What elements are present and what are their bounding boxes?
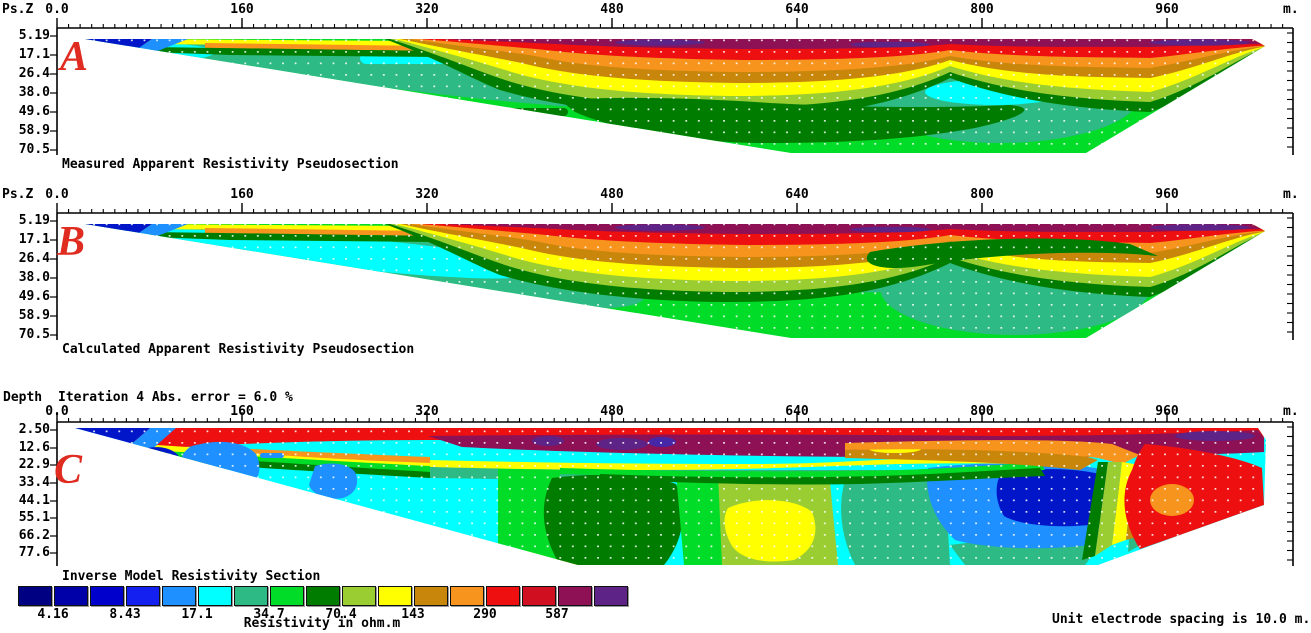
- x-tick-label: 320: [415, 187, 439, 202]
- panel-b-caption: Calculated Apparent Resistivity Pseudose…: [62, 342, 415, 357]
- x-tick-label: 480: [600, 187, 624, 202]
- panel-b-side-label: Ps.Z: [2, 187, 34, 202]
- panel-a-caption: Measured Apparent Resistivity Pseudosect…: [62, 157, 399, 172]
- legend-box: [198, 586, 232, 606]
- depth-tick-label: 58.9: [18, 308, 50, 323]
- legend-box: [378, 586, 412, 606]
- x-tick-label: 0.0: [45, 404, 69, 419]
- depth-tick-label: 5.19: [18, 28, 50, 43]
- legend-box: [126, 586, 160, 606]
- depth-tick-label: 26.4: [18, 66, 50, 81]
- legend-value: 143: [401, 607, 425, 622]
- x-tick-label: 960: [1155, 2, 1179, 17]
- depth-tick-label: 2.50: [18, 422, 50, 437]
- legend-box: [234, 586, 268, 606]
- x-tick-label: 960: [1155, 404, 1179, 419]
- x-tick-label: 800: [970, 187, 994, 202]
- panel-a-xaxis-unit: m.: [1283, 2, 1299, 17]
- panel-b-letter: B: [57, 219, 86, 265]
- depth-tick-label: 49.6: [18, 289, 50, 304]
- depth-tick-label: 26.4: [18, 251, 50, 266]
- x-tick-label: 160: [230, 187, 254, 202]
- depth-tick-label: 55.1: [18, 510, 50, 525]
- x-tick-label: 960: [1155, 187, 1179, 202]
- legend-value: 587: [545, 607, 569, 622]
- legend-box: [342, 586, 376, 606]
- x-tick-label: 320: [415, 2, 439, 17]
- legend-box: [486, 586, 520, 606]
- x-tick-label: 640: [785, 404, 809, 419]
- legend-box: [306, 586, 340, 606]
- panel-c-side-label: Depth: [3, 390, 43, 405]
- x-tick-label: 160: [230, 404, 254, 419]
- x-tick-label: 640: [785, 187, 809, 202]
- panel-c-xaxis-unit: m.: [1283, 404, 1299, 419]
- legend-box: [522, 586, 556, 606]
- depth-tick-label: 70.5: [18, 327, 50, 342]
- depth-tick-label: 5.19: [18, 213, 50, 228]
- x-tick-label: 0.0: [45, 2, 69, 17]
- legend-value: 8.43: [109, 607, 141, 622]
- panel-a-letter: A: [60, 34, 89, 80]
- panel-a-side-label: Ps.Z: [2, 2, 34, 17]
- legend-box: [450, 586, 484, 606]
- legend-box: [18, 586, 52, 606]
- legend-box: [414, 586, 448, 606]
- depth-tick-label: 17.1: [18, 232, 50, 247]
- x-tick-label: 320: [415, 404, 439, 419]
- panel-c-iteration-info: Iteration 4 Abs. error = 6.0 %: [58, 390, 293, 405]
- depth-tick-label: 12.6: [18, 440, 50, 455]
- depth-tick-label: 22.9: [18, 457, 50, 472]
- depth-tick-label: 58.9: [18, 123, 50, 138]
- legend-box: [270, 586, 304, 606]
- x-tick-label: 480: [600, 2, 624, 17]
- legend-box: [162, 586, 196, 606]
- panel-b-xaxis-unit: m.: [1283, 187, 1299, 202]
- depth-tick-label: 44.1: [18, 493, 50, 508]
- panel-c-letter: C: [54, 447, 83, 493]
- depth-tick-label: 33.4: [18, 475, 50, 490]
- legend-box: [90, 586, 124, 606]
- depth-tick-label: 70.5: [18, 142, 50, 157]
- legend-value: 290: [473, 607, 497, 622]
- depth-tick-label: 77.6: [18, 545, 50, 560]
- x-tick-label: 0.0: [45, 187, 69, 202]
- depth-tick-label: 49.6: [18, 104, 50, 119]
- legend-value: 17.1: [181, 607, 213, 622]
- legend-box: [54, 586, 88, 606]
- x-tick-label: 800: [970, 404, 994, 419]
- legend-box: [558, 586, 592, 606]
- x-tick-label: 800: [970, 2, 994, 17]
- legend-box: [594, 586, 628, 606]
- legend-value: 34.7: [253, 607, 285, 622]
- depth-tick-label: 17.1: [18, 47, 50, 62]
- depth-tick-label: 38.0: [18, 270, 50, 285]
- x-tick-label: 480: [600, 404, 624, 419]
- depth-tick-label: 66.2: [18, 528, 50, 543]
- legend-title: Resistivity in ohm.m: [243, 616, 401, 631]
- panel-c-caption: Inverse Model Resistivity Section: [62, 569, 321, 584]
- x-tick-label: 160: [230, 2, 254, 17]
- legend-value: 4.16: [37, 607, 69, 622]
- footer-note: Unit electrode spacing is 10.0 m.: [1052, 612, 1311, 627]
- depth-tick-label: 38.0: [18, 85, 50, 100]
- x-tick-label: 640: [785, 2, 809, 17]
- legend-value: 70.4: [325, 607, 357, 622]
